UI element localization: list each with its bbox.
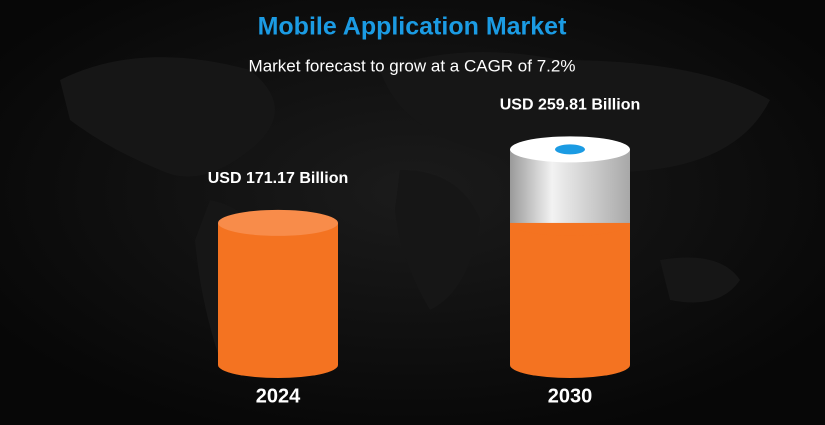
cylinder-body <box>218 222 338 365</box>
x-tick-label: 2030 <box>548 385 593 407</box>
cylinder-growth <box>510 208 630 223</box>
cylinder-top-inner <box>555 144 585 155</box>
value-label: USD 171.17 Billion <box>208 170 349 187</box>
cylinder <box>218 209 338 378</box>
cylinder <box>510 136 630 378</box>
cylinder-top <box>218 209 338 236</box>
cylinder-body <box>510 222 630 365</box>
x-tick-label: 2024 <box>256 385 301 407</box>
chart-subtitle: Market forecast to grow at a CAGR of 7.2… <box>249 56 576 75</box>
value-label: USD 259.81 Billion <box>500 97 641 114</box>
chart-title: Mobile Application Market <box>258 13 568 41</box>
